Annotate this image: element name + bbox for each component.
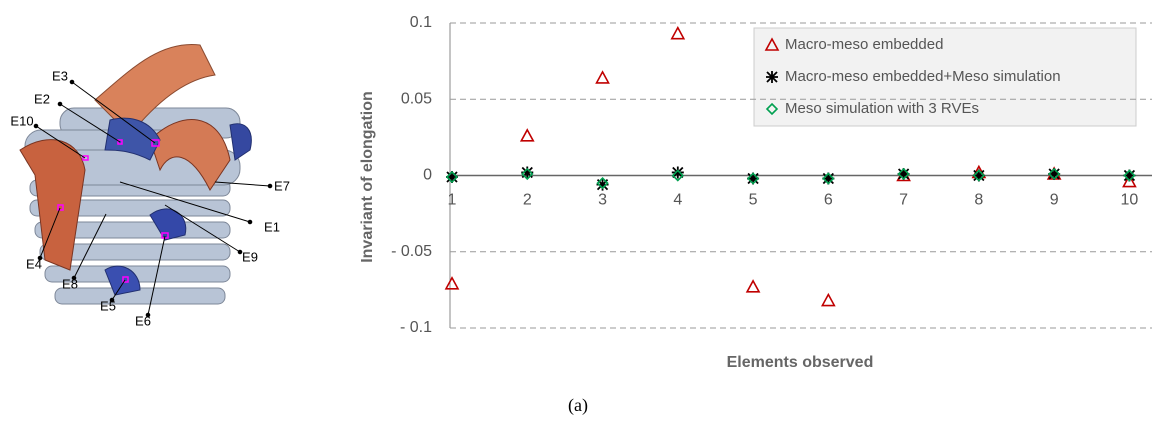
star-marker <box>521 166 534 179</box>
callout-head <box>69 79 75 85</box>
callout-label: E9 <box>242 249 258 264</box>
triangle-marker <box>444 276 460 290</box>
x-tick-label: 10 <box>1121 192 1139 209</box>
diamond-marker <box>765 102 779 116</box>
x-tick-label: 5 <box>749 192 758 209</box>
y-tick-label: - 0.1 <box>400 319 432 336</box>
callout-arrow <box>59 103 121 143</box>
chart: Invariant of elongation Elements observe… <box>359 14 1152 371</box>
diamond-marker <box>972 169 986 182</box>
callout-arrow <box>119 181 251 223</box>
callout-arrow <box>147 235 166 316</box>
callout-arrow <box>111 279 126 301</box>
callout-arrow <box>71 81 156 144</box>
star-marker <box>1048 167 1061 180</box>
triangle-marker <box>745 279 761 293</box>
callout-head <box>57 101 63 107</box>
diamond-marker <box>596 176 609 190</box>
callout-head <box>71 275 77 281</box>
triangle-marker <box>670 26 686 40</box>
y-tick-label: 0 <box>423 167 432 184</box>
callout-arrow <box>73 213 107 279</box>
callout-arrow <box>164 204 241 253</box>
star-marker <box>596 178 609 191</box>
legend-box <box>753 27 1137 127</box>
x-tick-label: 9 <box>1050 192 1059 209</box>
x-tick-label: 8 <box>974 192 983 209</box>
triangle-marker <box>595 70 610 84</box>
triangle-marker <box>1122 173 1137 188</box>
diamond-marker <box>822 172 835 185</box>
diamond-marker <box>1048 167 1061 181</box>
callout-arrow <box>39 207 61 259</box>
callout-head <box>237 249 243 255</box>
x-tick-label: 4 <box>673 192 682 209</box>
x-axis-title: Elements observed <box>727 354 874 371</box>
callout-label: E4 <box>26 256 42 271</box>
y-tick-label: - 0.05 <box>391 243 432 260</box>
star-marker <box>1123 169 1136 182</box>
x-tick-label: 1 <box>448 192 457 209</box>
diamond-marker <box>746 172 760 185</box>
star-marker <box>446 171 458 184</box>
diamond-marker <box>445 170 459 184</box>
y-tick-label: 0.1 <box>410 14 432 31</box>
x-tick-label: 6 <box>824 192 833 209</box>
x-tick-label: 2 <box>523 192 532 209</box>
callout-label: E1 <box>264 219 280 234</box>
callout-label: E7 <box>274 178 290 193</box>
star-marker <box>766 71 778 83</box>
triangle-marker <box>519 128 535 142</box>
diamond-marker <box>897 167 910 181</box>
callout-arrow <box>214 181 271 187</box>
callout-label: E10 <box>10 113 33 128</box>
callout-arrow <box>35 125 86 159</box>
x-tick-label: 7 <box>899 192 908 209</box>
callout-label: E8 <box>62 276 78 291</box>
star-marker <box>671 166 684 179</box>
y-tick-label: 0.05 <box>401 90 432 107</box>
callout-label: E6 <box>135 313 151 328</box>
x-tick-label: 3 <box>598 192 607 209</box>
diamond-marker <box>671 169 684 182</box>
legend-label: Macro-meso embedded <box>785 36 943 53</box>
star-marker <box>822 172 835 185</box>
star-marker <box>972 169 985 182</box>
callout-label: E2 <box>34 91 50 106</box>
legend-label: Macro-meso embedded+Meso simulation <box>785 68 1061 85</box>
triangle-marker <box>820 292 836 307</box>
triangle-marker <box>764 37 780 51</box>
callout-label: E3 <box>52 68 68 83</box>
y-axis-title: Invariant of elongation <box>359 91 376 263</box>
callout-head <box>145 312 151 318</box>
callout-label: E5 <box>100 298 116 313</box>
star-marker <box>747 172 760 185</box>
callout-head <box>109 297 115 303</box>
callout-head <box>267 183 273 189</box>
diamond-marker <box>1123 169 1136 182</box>
fabric-illustration <box>19 43 273 320</box>
legend-label: Meso simulation with 3 RVEs <box>785 100 979 117</box>
callout-head <box>37 255 43 261</box>
star-marker <box>897 167 910 180</box>
diamond-marker <box>521 167 534 181</box>
caption: (a) <box>568 395 588 416</box>
callout-head <box>247 219 253 225</box>
callout-head <box>33 123 39 129</box>
